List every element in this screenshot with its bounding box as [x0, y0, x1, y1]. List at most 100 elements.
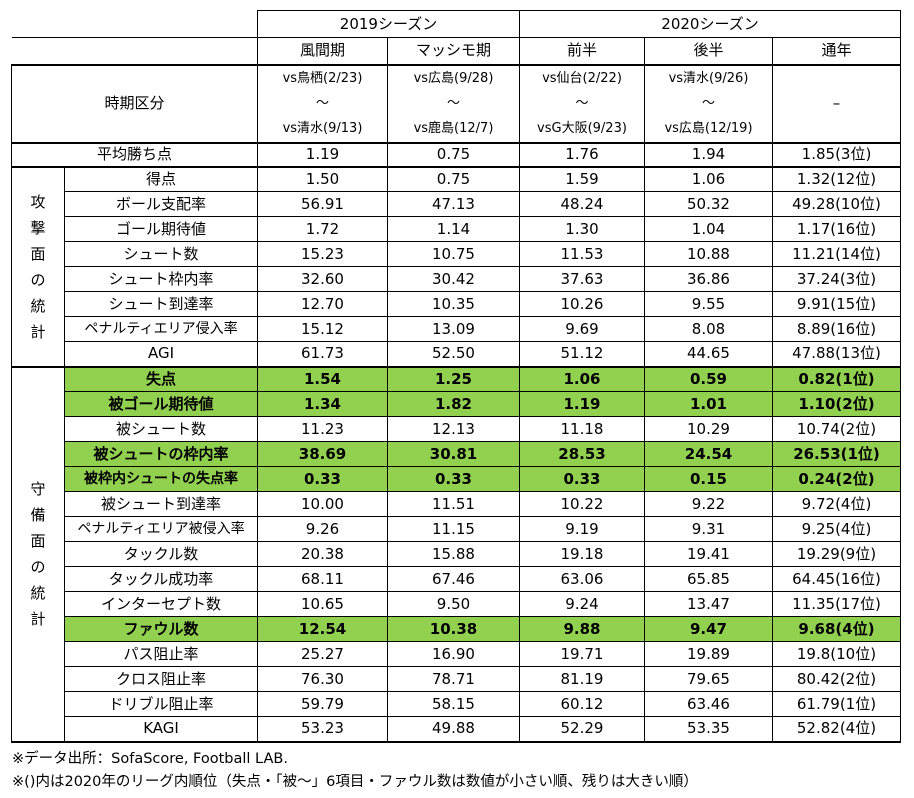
period-row: 時期区分 vs鳥栖(2/23) 〜 vs清水(9/13) vs広島(9/28) 〜 vs…	[11, 64, 901, 144]
metric-value: 1.50	[257, 166, 388, 192]
attack-row: ペナルティエリア侵入率 15.12 13.09 9.69 8.08 8.89(16位)	[12, 316, 901, 342]
metric-value: 28.53	[519, 441, 645, 467]
metric-value: 63.46	[644, 691, 773, 717]
metric-value: 1.59	[519, 166, 645, 192]
metric-label: ペナルティエリア被侵入率	[64, 516, 258, 542]
metric-value: 1.72	[257, 216, 388, 242]
defense-row: 被シュート到達率 10.00 11.51 10.22 9.22 9.72(4位)	[12, 491, 901, 517]
defense-row: インターセプト数 10.65 9.50 9.24 13.47 11.35(17位)	[12, 591, 901, 617]
metric-value: 51.12	[519, 341, 645, 368]
metric-value: 12.13	[387, 416, 520, 442]
metric-value: 19.18	[519, 541, 645, 567]
metric-value: 80.42(2位)	[772, 666, 901, 692]
metric-value: 49.28(10位)	[772, 191, 901, 217]
metric-value: 49.88	[387, 716, 520, 743]
metric-value: 13.09	[387, 316, 520, 342]
metric-value: 0.15	[644, 466, 773, 492]
metric-value: 56.91	[257, 191, 388, 217]
attack-row: AGI 61.73 52.50 51.12 44.65 47.88(13位)	[12, 341, 901, 368]
note-rank: ※()内は2020年のリーグ内順位（失点・「被〜」6項目・ファウル数は数値が小さ…	[12, 774, 698, 790]
attack-row: ボール支配率 56.91 47.13 48.24 50.32 49.28(10位)	[12, 191, 901, 217]
avg-points-value: 1.76	[519, 142, 645, 168]
metric-label: 被シュートの枠内率	[64, 441, 258, 467]
metric-value: 1.19	[519, 391, 645, 417]
metric-value: 9.50	[387, 591, 520, 617]
metric-value: 11.15	[387, 516, 520, 542]
metric-value: 19.71	[519, 641, 645, 667]
metric-value: 58.15	[387, 691, 520, 717]
metric-value: 60.12	[519, 691, 645, 717]
metric-value: 0.33	[519, 466, 645, 492]
metric-value: 8.89(16位)	[772, 316, 901, 342]
metric-value: 10.75	[387, 241, 520, 267]
metric-label: KAGI	[64, 716, 258, 743]
defense-row: ドリブル阻止率 59.79 58.15 60.12 63.46 61.79(1位)	[12, 691, 901, 717]
metric-label: 被シュート数	[64, 416, 258, 442]
avg-points-value: 1.19	[257, 142, 388, 168]
metric-value: 1.01	[644, 391, 773, 417]
avg-points-value: 0.75	[387, 142, 520, 168]
metric-value: 0.33	[257, 466, 388, 492]
defense-row: タックル成功率 68.11 67.46 63.06 65.85 64.45(16位)	[12, 566, 901, 592]
metric-value: 44.65	[644, 341, 773, 368]
metric-value: 1.06	[644, 166, 773, 192]
metric-label: シュート枠内率	[64, 266, 258, 292]
metric-value: 48.24	[519, 191, 645, 217]
note-source: ※データ出所：SofaScore, Football LAB.	[12, 751, 288, 767]
period-cell: vs鳥栖(2/23) 〜 vs清水(9/13)	[257, 64, 388, 144]
column-massimo: マッシモ期	[387, 37, 520, 66]
metric-value: 1.25	[387, 366, 520, 392]
metric-value: 11.21(14位)	[772, 241, 901, 267]
metric-value: 19.41	[644, 541, 773, 567]
metric-label: 被シュート到達率	[64, 491, 258, 517]
metric-value: 64.45(16位)	[772, 566, 901, 592]
defense-group-label: 守備面の統計	[11, 366, 65, 743]
metric-value: 9.24	[519, 591, 645, 617]
metric-value: 1.14	[387, 216, 520, 242]
metric-value: 10.35	[387, 291, 520, 317]
defense-row: KAGI 53.23 49.88 52.29 53.35 52.82(4位)	[12, 716, 901, 743]
metric-label: ドリブル阻止率	[64, 691, 258, 717]
corner-blank-2	[11, 37, 258, 66]
defense-row: クロス阻止率 76.30 78.71 81.19 79.65 80.42(2位)	[12, 666, 901, 692]
metric-value: 1.04	[644, 216, 773, 242]
metric-value: 52.29	[519, 716, 645, 743]
metric-value: 1.54	[257, 366, 388, 392]
metric-value: 37.63	[519, 266, 645, 292]
metric-value: 32.60	[257, 266, 388, 292]
avg-points-row: 平均勝ち点 1.19 0.75 1.76 1.94 1.85(3位)	[11, 142, 901, 168]
metric-value: 10.22	[519, 491, 645, 517]
metric-value: 19.29(9位)	[772, 541, 901, 567]
period-label: 時期区分	[11, 64, 258, 144]
metric-label: インターセプト数	[64, 591, 258, 617]
season-2020-header: 2020シーズン	[519, 10, 901, 38]
metric-value: 10.38	[387, 616, 520, 642]
metric-value: 25.27	[257, 641, 388, 667]
metric-value: 9.55	[644, 291, 773, 317]
notes: ※データ出所：SofaScore, Football LAB. ※()内は202…	[12, 748, 698, 794]
metric-value: 52.82(4位)	[772, 716, 901, 743]
metric-value: 0.59	[644, 366, 773, 392]
metric-value: 1.34	[257, 391, 388, 417]
period-full-year: –	[772, 64, 901, 144]
metric-value: 16.90	[387, 641, 520, 667]
metric-value: 10.88	[644, 241, 773, 267]
metric-value: 0.33	[387, 466, 520, 492]
attack-row: シュート枠内率 32.60 30.42 37.63 36.86 37.24(3位)	[12, 266, 901, 292]
attack-group-label: 攻撃面の統計	[11, 166, 65, 368]
avg-points-value: 1.85(3位)	[772, 142, 901, 168]
metric-value: 1.30	[519, 216, 645, 242]
metric-value: 26.53(1位)	[772, 441, 901, 467]
metric-label: ゴール期待値	[64, 216, 258, 242]
metric-value: 1.32(12位)	[772, 166, 901, 192]
metric-value: 9.91(15位)	[772, 291, 901, 317]
metric-value: 30.81	[387, 441, 520, 467]
metric-value: 1.06	[519, 366, 645, 392]
metric-value: 10.29	[644, 416, 773, 442]
metric-value: 9.22	[644, 491, 773, 517]
metric-value: 63.06	[519, 566, 645, 592]
metric-value: 1.82	[387, 391, 520, 417]
attack-row: ゴール期待値 1.72 1.14 1.30 1.04 1.17(16位)	[12, 216, 901, 242]
period-cell: vs清水(9/26) 〜 vs広島(12/19)	[644, 64, 773, 144]
metric-value: 9.68(4位)	[772, 616, 901, 642]
